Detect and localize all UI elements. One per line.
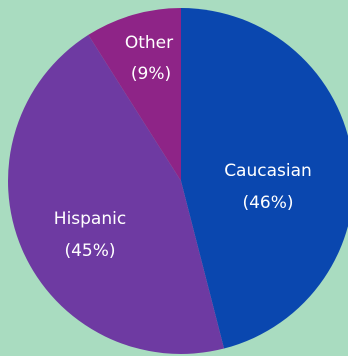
slice-label-caucasian-name: Caucasian [224, 161, 312, 181]
pie-slices [8, 7, 348, 354]
pie-labels: Caucasian (46%) Hispanic (45%) Other (9%… [54, 33, 312, 261]
slice-label-other-name: Other [125, 33, 173, 53]
pie-slice-hispanic [8, 34, 225, 354]
pie-slice-caucasian [181, 8, 348, 349]
pie-slice-other [88, 7, 181, 181]
slice-label-hispanic-name: Hispanic [54, 209, 126, 229]
slice-label-caucasian-percent: (46%) [242, 193, 293, 213]
slice-label-other-percent: (9%) [131, 64, 171, 84]
slice-label-hispanic-percent: (45%) [64, 241, 115, 261]
